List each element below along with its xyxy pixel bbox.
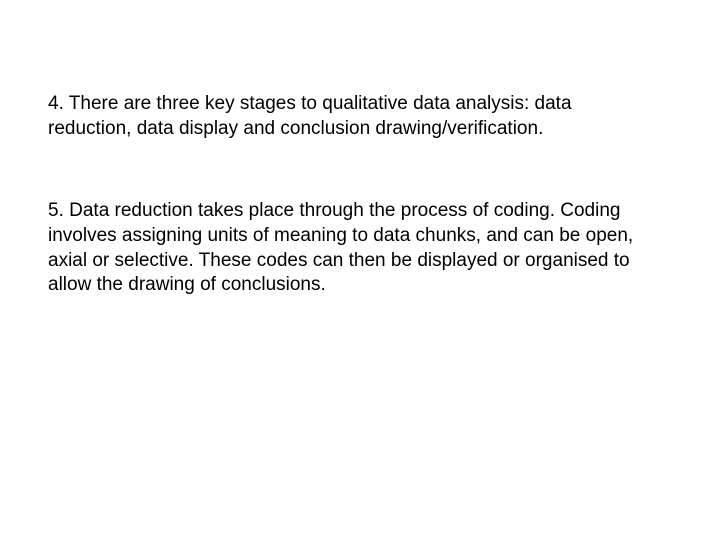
paragraph-4: 4. There are three key stages to qualita… xyxy=(48,92,648,141)
paragraph-5: 5. Data reduction takes place through th… xyxy=(48,199,648,298)
slide-body: 4. There are three key stages to qualita… xyxy=(0,0,720,540)
